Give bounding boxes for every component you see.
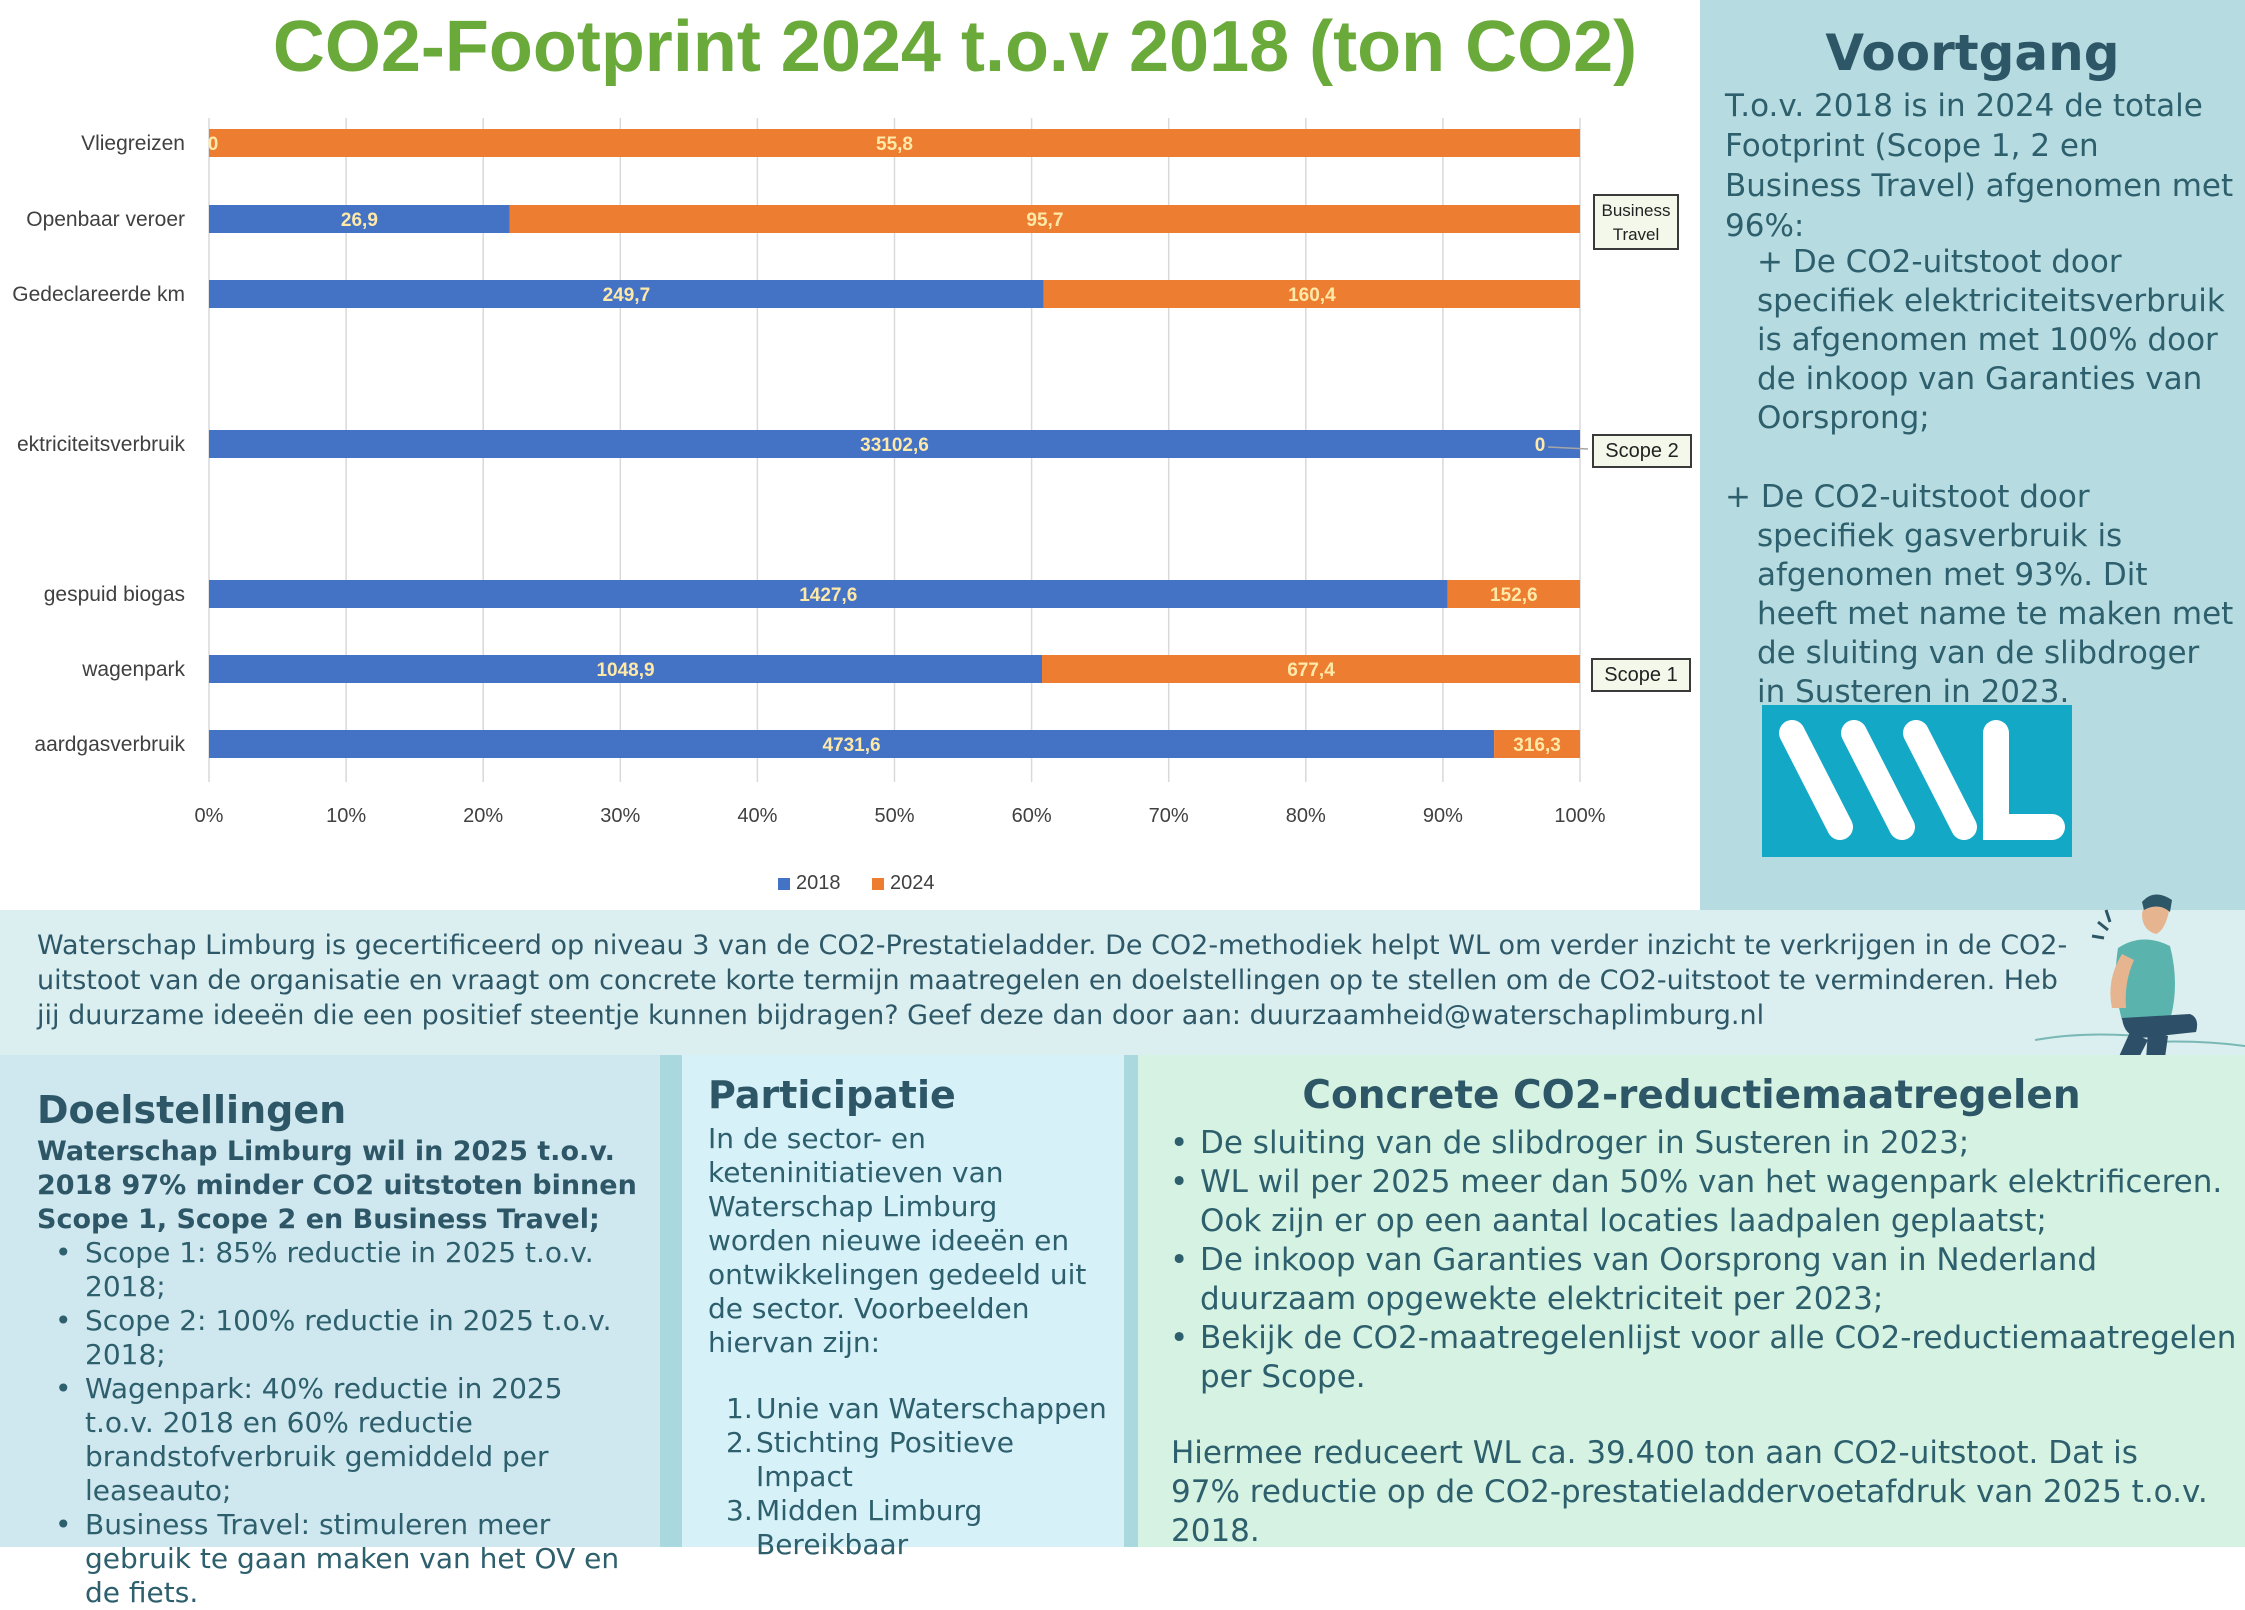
doelstelling-item: Wagenpark: 40% reductie in 2025 t.o.v. 2… bbox=[37, 1372, 637, 1508]
doelstellingen-title: Doelstellingen bbox=[37, 1088, 347, 1132]
data-label-2024: 160,4 bbox=[1288, 285, 1336, 306]
x-tick-label: 40% bbox=[737, 805, 777, 827]
section-divider bbox=[660, 1055, 682, 1547]
category-label: Vliegreizen bbox=[81, 132, 185, 155]
legend-swatch-2018 bbox=[778, 878, 790, 890]
data-label-2024: 55,8 bbox=[876, 134, 913, 155]
x-tick-label: 70% bbox=[1149, 805, 1189, 827]
bar-segment-2018 bbox=[209, 655, 1043, 683]
section-divider bbox=[1124, 1055, 1138, 1547]
participatie-title: Participatie bbox=[708, 1073, 956, 1117]
data-label-2018: 249,7 bbox=[603, 285, 651, 306]
concreet-closing-line-2: 97% reductie op de CO2-prestatieladdervo… bbox=[1171, 1474, 2208, 1549]
participatie-item-number: 2. bbox=[726, 1426, 753, 1459]
legend-label-2018: 2018 bbox=[796, 872, 841, 894]
participatie-item-text: Unie van Waterschappen bbox=[756, 1392, 1107, 1425]
participatie-list: 1. Unie van Waterschappen 2. Stichting Pos… bbox=[708, 1392, 1118, 1562]
concreet-closing-line-1: Hiermee reduceert WL ca. 39.400 ton aan … bbox=[1171, 1435, 2138, 1471]
data-label-2024: 316,3 bbox=[1513, 735, 1561, 756]
category-label: gespuid biogas bbox=[44, 583, 185, 606]
data-label-2018: 33102,6 bbox=[860, 435, 929, 456]
participatie-item: 3. Midden Limburg Bereikbaar bbox=[708, 1494, 1118, 1562]
data-label-2018: 1427,6 bbox=[799, 585, 857, 606]
chart-title: CO2-Footprint 2024 t.o.v 2018 (ton CO2) bbox=[272, 7, 1638, 87]
info-band bbox=[0, 910, 2245, 1055]
voortgang-title: Voortgang bbox=[1825, 24, 2120, 82]
bar-segment-2018 bbox=[209, 430, 1580, 458]
x-tick-label: 50% bbox=[874, 805, 914, 827]
concreet-item: WL wil per 2025 meer dan 50% van het wag… bbox=[1152, 1163, 2237, 1241]
x-tick-label: 20% bbox=[463, 805, 503, 827]
participatie-item-text: Midden Limburg Bereikbaar bbox=[756, 1494, 983, 1561]
legend-swatch-2024 bbox=[872, 878, 884, 890]
bar-segment-2018 bbox=[209, 730, 1495, 758]
concreet-title: Concrete CO2-reductiemaatregelen bbox=[1302, 1073, 2081, 1118]
bar-segment-2018 bbox=[209, 580, 1448, 608]
doelstellingen-list: Scope 1: 85% reductie in 2025 t.o.v. 201… bbox=[37, 1236, 637, 1610]
wl-logo bbox=[1762, 705, 2072, 857]
data-label-2018: 0 bbox=[208, 134, 219, 155]
x-tick-label: 90% bbox=[1423, 805, 1463, 827]
concreet-item: De sluiting van de slibdroger in Sustere… bbox=[1152, 1124, 2237, 1163]
doelstelling-item: Scope 2: 100% reductie in 2025 t.o.v. 20… bbox=[37, 1304, 637, 1372]
x-tick-label: 30% bbox=[600, 805, 640, 827]
category-label: Gedeclareerde km bbox=[12, 283, 185, 306]
legend-label-2024: 2024 bbox=[890, 872, 935, 894]
participatie-item-number: 3. bbox=[726, 1494, 753, 1527]
category-label: Openbaar veroer bbox=[26, 208, 185, 231]
bar-segment-2024 bbox=[509, 205, 1581, 233]
scope-label-scope-1: Scope 1 bbox=[1591, 658, 1691, 692]
category-label: wagenpark bbox=[81, 658, 185, 681]
bar-segment-2024 bbox=[209, 129, 1580, 157]
doelstelling-item: Scope 1: 85% reductie in 2025 t.o.v. 201… bbox=[37, 1236, 637, 1304]
bar-segment-2018 bbox=[209, 280, 1044, 308]
participatie-item: 2. Stichting Positieve Impact bbox=[708, 1426, 1118, 1494]
data-label-2024: 677,4 bbox=[1287, 660, 1335, 681]
x-tick-label: 80% bbox=[1286, 805, 1326, 827]
bar-segment-2024 bbox=[1043, 280, 1580, 308]
participatie-item-number: 1. bbox=[726, 1392, 753, 1425]
category-label: aardgasverbruik bbox=[34, 733, 185, 756]
data-label-2024: 95,7 bbox=[1026, 210, 1063, 231]
doelstellingen-lead: Waterschap Limburg wil in 2025 t.o.v. 20… bbox=[37, 1136, 637, 1235]
bar-segment-2018 bbox=[209, 205, 510, 233]
category-label: ektriciteitsverbruik bbox=[17, 433, 186, 456]
data-label-2024: 0 bbox=[1535, 435, 1546, 456]
concreet-list: De sluiting van de slibdroger in Sustere… bbox=[1152, 1124, 2237, 1397]
x-tick-label: 0% bbox=[195, 805, 224, 827]
concreet-item: Bekijk de CO2-maatregelenlijst voor alle… bbox=[1152, 1319, 2237, 1397]
concreet-item: De inkoop van Garanties van Oorsprong va… bbox=[1152, 1241, 2237, 1319]
bar-segment-2024 bbox=[1447, 580, 1580, 608]
doelstelling-item: Business Travel: stimuleren meer gebruik… bbox=[37, 1508, 637, 1610]
wl-logo-icon bbox=[1779, 720, 2065, 840]
bar-segment-2024 bbox=[1494, 730, 1580, 758]
scope-label-business-travel: Business Travel bbox=[1593, 194, 1679, 250]
info-text: Waterschap Limburg is gecertificeerd op … bbox=[37, 930, 2068, 1031]
participatie-section bbox=[682, 1055, 1124, 1547]
voortgang-bullet-gas: + De CO2-uitstoot door specifiek gasverb… bbox=[1725, 479, 2234, 710]
label-leader-line bbox=[1547, 446, 1589, 450]
x-tick-label: 60% bbox=[1012, 805, 1052, 827]
data-label-2024: 152,6 bbox=[1490, 585, 1538, 606]
scope-label-scope-2: Scope 2 bbox=[1592, 434, 1692, 468]
x-tick-label: 100% bbox=[1554, 805, 1605, 827]
stacked-bar-chart: 0% 10% 20% 30% 40% 50% 60% 70% 80% 90% 100% Vliegre… bbox=[12, 118, 1606, 894]
participatie-item-text: Stichting Positieve Impact bbox=[756, 1426, 1015, 1493]
x-tick-label: 10% bbox=[326, 805, 366, 827]
participatie-text: In de sector- en keteninitiatieven van W… bbox=[708, 1122, 1087, 1359]
data-label-2018: 1048,9 bbox=[596, 660, 654, 681]
voortgang-bullet-electricity: + De CO2-uitstoot door specifiek elektri… bbox=[1757, 244, 2225, 436]
data-label-2018: 26,9 bbox=[341, 210, 378, 231]
bar-segment-2024 bbox=[1042, 655, 1580, 683]
data-label-2018: 4731,6 bbox=[822, 735, 880, 756]
participatie-item: 1. Unie van Waterschappen bbox=[708, 1392, 1118, 1426]
voortgang-intro: T.o.v. 2018 is in 2024 de totale Footpri… bbox=[1725, 88, 2234, 244]
